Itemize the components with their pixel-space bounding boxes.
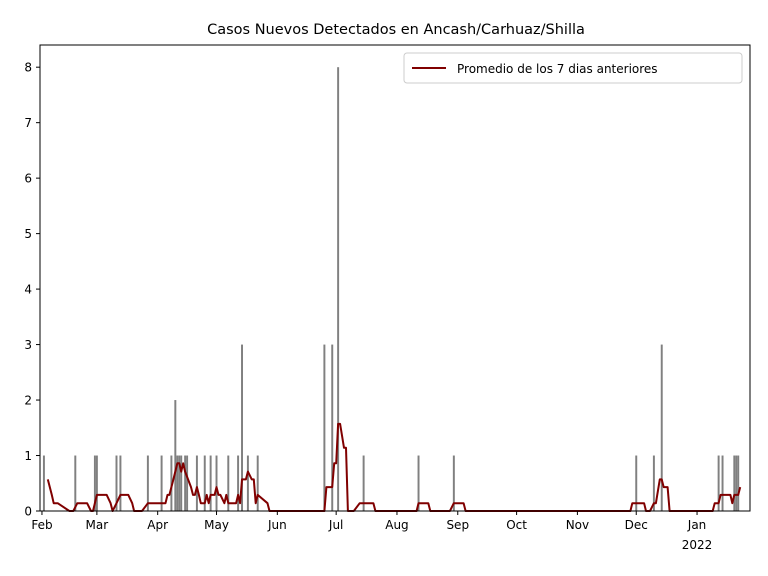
y-tick-label-3: 3 — [24, 338, 32, 352]
bar-28 — [417, 455, 420, 511]
legend-box — [403, 52, 743, 84]
bar-4 — [115, 455, 118, 511]
bar-2 — [93, 455, 96, 511]
x-tick-label-10: Dec — [625, 518, 648, 532]
x-tick-sublabel-11: 2022 — [682, 538, 713, 552]
bar-15 — [195, 455, 198, 511]
x-tick-label-9: Nov — [566, 518, 589, 532]
x-tick-label-6: Aug — [385, 518, 408, 532]
bar-29 — [452, 455, 455, 511]
bar-17 — [209, 455, 212, 511]
y-tick-label-2: 2 — [24, 394, 32, 408]
bar-21 — [241, 344, 243, 511]
legend-label: Promedio de los 7 dias anteriores — [457, 62, 658, 76]
y-tick-label-7: 7 — [24, 116, 32, 130]
bar-20 — [237, 455, 240, 511]
x-tick-label-8: Oct — [506, 518, 527, 532]
bar-16 — [203, 455, 206, 511]
bar-33 — [717, 455, 720, 511]
chart-title: Casos Nuevos Detectados en Ancash/Carhua… — [207, 22, 585, 38]
bar-1 — [74, 455, 77, 511]
plot-area — [40, 45, 750, 511]
y-tick-label-5: 5 — [24, 227, 32, 241]
bar-37 — [737, 455, 740, 511]
bar-35 — [733, 455, 736, 511]
x-tick-label-1: Mar — [86, 518, 109, 532]
bar-7 — [160, 455, 163, 511]
bar-6 — [146, 455, 149, 511]
x-tick-label-3: May — [204, 518, 229, 532]
x-tick-label-2: Apr — [147, 518, 168, 532]
plot-frame — [39, 44, 751, 512]
legend: Promedio de los 7 dias anteriores — [403, 52, 743, 84]
bar-9 — [174, 400, 177, 511]
bar-0 — [42, 455, 45, 511]
bar-19 — [227, 455, 230, 511]
bar-24 — [323, 344, 326, 511]
y-tick-label-1: 1 — [24, 449, 32, 463]
bar-14 — [186, 455, 189, 511]
bar-13 — [184, 455, 187, 511]
bar-27 — [362, 455, 365, 511]
bar-30 — [635, 455, 638, 511]
bar-series — [42, 67, 740, 511]
bar-32 — [660, 344, 663, 511]
y-tick-label-4: 4 — [24, 283, 32, 297]
x-tick-label-0: Feb — [31, 518, 52, 532]
y-tick-label-0: 0 — [24, 505, 32, 519]
bar-25 — [331, 344, 334, 511]
bar-36 — [735, 455, 738, 511]
bar-34 — [721, 455, 724, 511]
y-tick-label-6: 6 — [24, 172, 32, 186]
bar-3 — [95, 455, 98, 511]
y-axis: 0 1 2 3 4 5 6 7 8 — [24, 61, 40, 519]
x-tick-label-4: Jun — [267, 518, 287, 532]
x-axis: Feb Mar Apr May Jun Jul Aug Sep Oct Nov Dec Jan 2022 — [31, 511, 712, 552]
x-tick-label-5: Jul — [328, 518, 343, 532]
bar-11 — [178, 455, 181, 511]
bar-10 — [176, 455, 179, 511]
bar-26 — [337, 67, 340, 511]
bar-5 — [119, 455, 122, 511]
bar-22 — [246, 455, 249, 511]
bar-23 — [256, 455, 259, 511]
bar-31 — [652, 455, 655, 511]
x-tick-label-7: Sep — [446, 518, 469, 532]
x-tick-label-11: Jan — [687, 518, 707, 532]
bar-12 — [180, 455, 183, 511]
y-tick-label-8: 8 — [24, 61, 32, 75]
bar-18 — [215, 455, 218, 511]
